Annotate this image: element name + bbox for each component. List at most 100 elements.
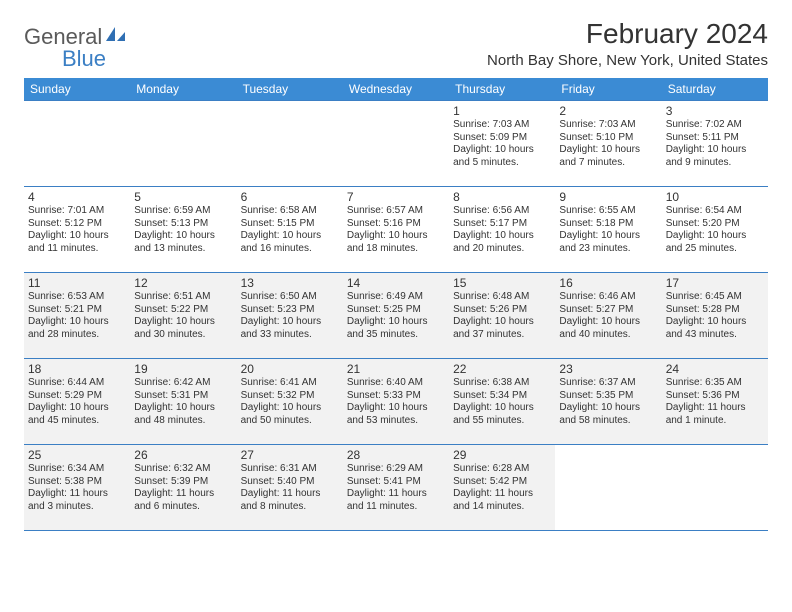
day-info: Sunrise: 6:49 AMSunset: 5:25 PMDaylight:…: [347, 291, 445, 341]
sunset-text: Sunset: 5:36 PM: [666, 390, 764, 403]
calendar-cell: 2Sunrise: 7:03 AMSunset: 5:10 PMDaylight…: [555, 101, 661, 187]
calendar-cell: 23Sunrise: 6:37 AMSunset: 5:35 PMDayligh…: [555, 359, 661, 445]
day-header: Saturday: [662, 78, 768, 101]
calendar-cell: 25Sunrise: 6:34 AMSunset: 5:38 PMDayligh…: [24, 445, 130, 531]
day-number: 16: [559, 276, 657, 290]
day-header: Wednesday: [343, 78, 449, 101]
daylight-text: Daylight: 10 hours and 16 minutes.: [241, 230, 339, 255]
day-info: Sunrise: 6:54 AMSunset: 5:20 PMDaylight:…: [666, 205, 764, 255]
sunrise-text: Sunrise: 7:01 AM: [28, 205, 126, 218]
sunset-text: Sunset: 5:42 PM: [453, 476, 551, 489]
calendar-week: 18Sunrise: 6:44 AMSunset: 5:29 PMDayligh…: [24, 359, 768, 445]
sunset-text: Sunset: 5:26 PM: [453, 304, 551, 317]
day-info: Sunrise: 6:42 AMSunset: 5:31 PMDaylight:…: [134, 377, 232, 427]
day-number: 21: [347, 362, 445, 376]
daylight-text: Daylight: 10 hours and 11 minutes.: [28, 230, 126, 255]
calendar-cell: 3Sunrise: 7:02 AMSunset: 5:11 PMDaylight…: [662, 101, 768, 187]
day-number: 12: [134, 276, 232, 290]
day-number: 19: [134, 362, 232, 376]
day-number: 3: [666, 104, 764, 118]
calendar-cell-empty: [662, 445, 768, 531]
sunset-text: Sunset: 5:39 PM: [134, 476, 232, 489]
calendar-cell: 24Sunrise: 6:35 AMSunset: 5:36 PMDayligh…: [662, 359, 768, 445]
daylight-text: Daylight: 10 hours and 37 minutes.: [453, 316, 551, 341]
daylight-text: Daylight: 10 hours and 30 minutes.: [134, 316, 232, 341]
day-header: Friday: [555, 78, 661, 101]
sunrise-text: Sunrise: 6:58 AM: [241, 205, 339, 218]
sunrise-text: Sunrise: 7:03 AM: [453, 119, 551, 132]
logo-sail-icon: [106, 27, 128, 48]
day-number: 25: [28, 448, 126, 462]
day-header: Thursday: [449, 78, 555, 101]
daylight-text: Daylight: 10 hours and 53 minutes.: [347, 402, 445, 427]
calendar-week: 1Sunrise: 7:03 AMSunset: 5:09 PMDaylight…: [24, 101, 768, 187]
sunrise-text: Sunrise: 7:02 AM: [666, 119, 764, 132]
sunset-text: Sunset: 5:32 PM: [241, 390, 339, 403]
sunrise-text: Sunrise: 6:48 AM: [453, 291, 551, 304]
sunset-text: Sunset: 5:16 PM: [347, 218, 445, 231]
day-info: Sunrise: 6:59 AMSunset: 5:13 PMDaylight:…: [134, 205, 232, 255]
daylight-text: Daylight: 10 hours and 7 minutes.: [559, 144, 657, 169]
calendar-page: GeneralBlue February 2024 North Bay Shor…: [0, 0, 792, 549]
day-info: Sunrise: 6:34 AMSunset: 5:38 PMDaylight:…: [28, 463, 126, 513]
calendar-cell: 1Sunrise: 7:03 AMSunset: 5:09 PMDaylight…: [449, 101, 555, 187]
sunset-text: Sunset: 5:31 PM: [134, 390, 232, 403]
daylight-text: Daylight: 10 hours and 48 minutes.: [134, 402, 232, 427]
logo-text-blue: Blue: [62, 46, 106, 72]
calendar-cell: 12Sunrise: 6:51 AMSunset: 5:22 PMDayligh…: [130, 273, 236, 359]
day-info: Sunrise: 6:29 AMSunset: 5:41 PMDaylight:…: [347, 463, 445, 513]
sunrise-text: Sunrise: 6:59 AM: [134, 205, 232, 218]
calendar-cell-empty: [555, 445, 661, 531]
day-info: Sunrise: 6:53 AMSunset: 5:21 PMDaylight:…: [28, 291, 126, 341]
day-number: 27: [241, 448, 339, 462]
month-title: February 2024: [487, 18, 768, 50]
calendar-cell: 13Sunrise: 6:50 AMSunset: 5:23 PMDayligh…: [237, 273, 343, 359]
sunrise-text: Sunrise: 6:28 AM: [453, 463, 551, 476]
day-info: Sunrise: 6:37 AMSunset: 5:35 PMDaylight:…: [559, 377, 657, 427]
daylight-text: Daylight: 10 hours and 50 minutes.: [241, 402, 339, 427]
day-info: Sunrise: 6:41 AMSunset: 5:32 PMDaylight:…: [241, 377, 339, 427]
sunset-text: Sunset: 5:29 PM: [28, 390, 126, 403]
day-number: 23: [559, 362, 657, 376]
sunrise-text: Sunrise: 7:03 AM: [559, 119, 657, 132]
sunset-text: Sunset: 5:11 PM: [666, 132, 764, 145]
day-number: 20: [241, 362, 339, 376]
day-number: 28: [347, 448, 445, 462]
day-number: 22: [453, 362, 551, 376]
calendar-cell: 20Sunrise: 6:41 AMSunset: 5:32 PMDayligh…: [237, 359, 343, 445]
sunset-text: Sunset: 5:23 PM: [241, 304, 339, 317]
daylight-text: Daylight: 10 hours and 33 minutes.: [241, 316, 339, 341]
sunset-text: Sunset: 5:25 PM: [347, 304, 445, 317]
sunrise-text: Sunrise: 6:49 AM: [347, 291, 445, 304]
calendar-body: 1Sunrise: 7:03 AMSunset: 5:09 PMDaylight…: [24, 101, 768, 531]
calendar-cell: 8Sunrise: 6:56 AMSunset: 5:17 PMDaylight…: [449, 187, 555, 273]
day-header: Tuesday: [237, 78, 343, 101]
day-info: Sunrise: 6:50 AMSunset: 5:23 PMDaylight:…: [241, 291, 339, 341]
daylight-text: Daylight: 10 hours and 25 minutes.: [666, 230, 764, 255]
daylight-text: Daylight: 10 hours and 20 minutes.: [453, 230, 551, 255]
day-info: Sunrise: 6:28 AMSunset: 5:42 PMDaylight:…: [453, 463, 551, 513]
sunset-text: Sunset: 5:10 PM: [559, 132, 657, 145]
sunset-text: Sunset: 5:15 PM: [241, 218, 339, 231]
sunrise-text: Sunrise: 6:41 AM: [241, 377, 339, 390]
calendar-cell-empty: [237, 101, 343, 187]
sunrise-text: Sunrise: 6:31 AM: [241, 463, 339, 476]
logo: GeneralBlue: [24, 18, 134, 72]
day-info: Sunrise: 6:40 AMSunset: 5:33 PMDaylight:…: [347, 377, 445, 427]
day-number: 5: [134, 190, 232, 204]
sunrise-text: Sunrise: 6:56 AM: [453, 205, 551, 218]
daylight-text: Daylight: 10 hours and 35 minutes.: [347, 316, 445, 341]
day-info: Sunrise: 6:55 AMSunset: 5:18 PMDaylight:…: [559, 205, 657, 255]
day-number: 1: [453, 104, 551, 118]
page-header: GeneralBlue February 2024 North Bay Shor…: [24, 18, 768, 72]
day-number: 11: [28, 276, 126, 290]
day-number: 10: [666, 190, 764, 204]
daylight-text: Daylight: 10 hours and 45 minutes.: [28, 402, 126, 427]
calendar-cell: 9Sunrise: 6:55 AMSunset: 5:18 PMDaylight…: [555, 187, 661, 273]
sunset-text: Sunset: 5:21 PM: [28, 304, 126, 317]
sunset-text: Sunset: 5:17 PM: [453, 218, 551, 231]
day-info: Sunrise: 6:44 AMSunset: 5:29 PMDaylight:…: [28, 377, 126, 427]
sunset-text: Sunset: 5:22 PM: [134, 304, 232, 317]
daylight-text: Daylight: 10 hours and 55 minutes.: [453, 402, 551, 427]
calendar-cell-empty: [24, 101, 130, 187]
